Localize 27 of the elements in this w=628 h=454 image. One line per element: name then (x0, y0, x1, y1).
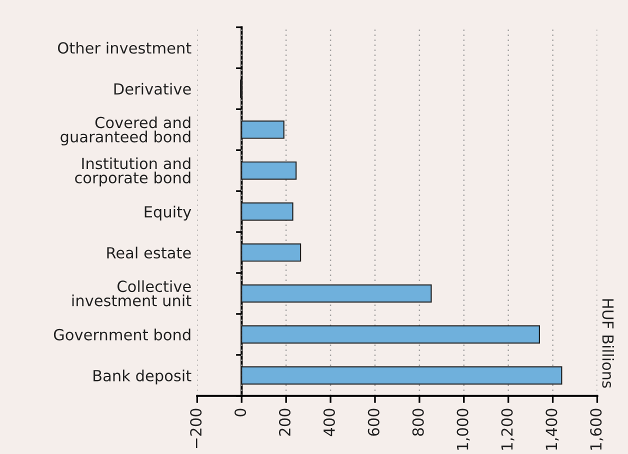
y-tick-label: Collective investment unit (72, 280, 192, 306)
y-tick-label: Equity (144, 206, 192, 221)
bar (241, 161, 297, 180)
x-tick-label: 200 (278, 408, 291, 436)
x-tick-label: 600 (368, 408, 380, 436)
y-tick-label: Covered and guaranteed bond (60, 116, 190, 146)
x-tick-label: 1,600 (590, 408, 604, 450)
y-tick-label: Institution and corporate bond (75, 157, 190, 186)
bar (241, 202, 294, 221)
y-tick-label: Bank deposit (94, 370, 192, 384)
y-tick-label: Government bond (54, 328, 190, 340)
x-tick-label: 1,000 (456, 408, 470, 450)
bar (241, 243, 302, 262)
bar (241, 120, 284, 139)
x-tick-label: 1,200 (501, 408, 514, 450)
x-tick-label: 800 (412, 408, 424, 436)
bar (241, 366, 562, 385)
x-tick-label: 400 (323, 408, 335, 436)
x-tick-label: −200 (190, 408, 202, 448)
bar (241, 284, 432, 303)
bar (241, 325, 540, 344)
x-tick-label: 1,400 (546, 408, 559, 450)
x-tick-label: 0 (234, 408, 246, 416)
y-tick-label: Other investment (58, 42, 192, 54)
y-tick-label: Derivative (114, 82, 191, 95)
y-axis-title: HUF Billions (602, 299, 614, 388)
y-tick-label: Real estate (107, 246, 191, 259)
